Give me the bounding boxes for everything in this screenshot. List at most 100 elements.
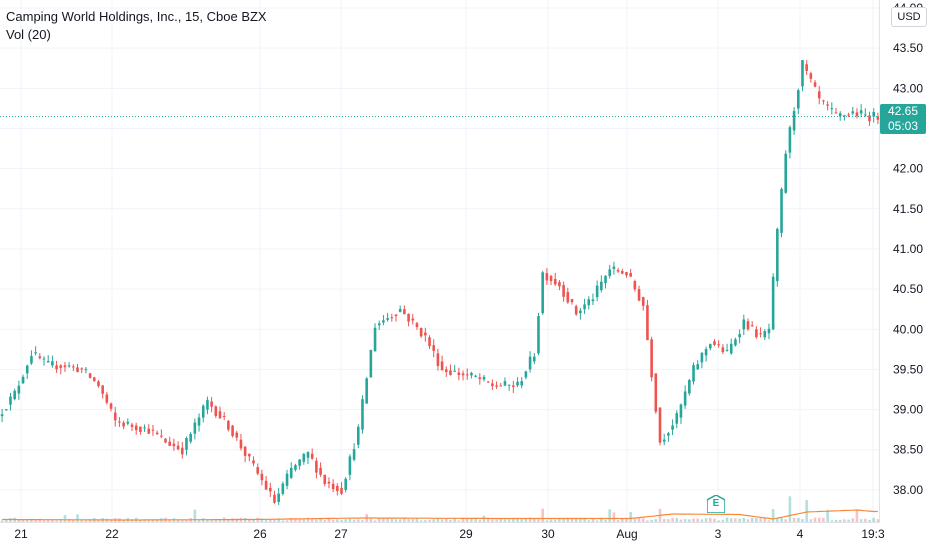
candle-body — [750, 325, 754, 327]
candle-body — [851, 111, 855, 114]
candle-body — [403, 309, 406, 315]
earnings-marker[interactable]: E — [706, 494, 726, 514]
currency-button[interactable]: USD — [891, 7, 927, 27]
candle-body — [482, 376, 486, 380]
volume-bar — [549, 519, 553, 522]
candle-body — [520, 381, 524, 386]
candle-body — [432, 345, 436, 351]
candle-body — [834, 112, 838, 114]
volume-bar — [805, 499, 808, 522]
volume-bar — [847, 519, 850, 522]
candle-body — [713, 341, 716, 345]
candle-body — [134, 425, 138, 431]
volume-bar — [470, 518, 473, 522]
candle-body — [792, 110, 796, 131]
candle-body — [440, 361, 444, 371]
candle-body — [361, 399, 364, 430]
volume-bar — [746, 519, 750, 522]
candle-body — [377, 323, 381, 326]
candle-body — [352, 449, 356, 460]
volume-bar — [474, 517, 477, 522]
candle-body — [847, 114, 850, 116]
candle-body — [80, 368, 84, 370]
volume-bar — [373, 520, 377, 522]
candle-body — [151, 429, 155, 431]
candle-body — [637, 289, 641, 301]
candle-body — [864, 114, 867, 116]
candle-body — [222, 415, 226, 417]
candle-body — [444, 369, 448, 372]
candle-body — [729, 343, 733, 354]
candle-body — [201, 405, 205, 418]
candle-body — [386, 318, 389, 320]
volume-bar — [268, 519, 272, 522]
volume-bar — [566, 517, 570, 522]
candle-body — [478, 377, 482, 380]
volume-bar — [771, 509, 775, 522]
volume-bar — [348, 517, 352, 522]
candle-body — [612, 266, 616, 270]
volume-bar — [457, 520, 461, 522]
candle-body — [76, 367, 79, 373]
volume-bar — [579, 517, 582, 522]
candle-body — [453, 370, 456, 372]
candle-body — [17, 385, 21, 394]
volume-bar — [507, 519, 511, 522]
candle-body — [373, 327, 377, 352]
candle-body — [382, 320, 385, 323]
candle-body — [155, 432, 159, 435]
volume-bar — [604, 519, 607, 522]
candle-body — [675, 413, 679, 424]
candle-body — [13, 390, 16, 400]
volume-ma-path — [2, 509, 878, 521]
candle-body — [143, 427, 146, 429]
volume-bar — [541, 508, 544, 522]
volume-bar — [302, 519, 306, 522]
candle-body — [197, 417, 201, 426]
volume-bar — [620, 518, 624, 522]
volume-bar — [394, 519, 398, 522]
candle-body — [683, 391, 687, 406]
candle-body — [579, 310, 582, 314]
time-tick-label: 26 — [253, 527, 267, 541]
candle-body — [788, 127, 792, 153]
candle-body — [771, 276, 775, 330]
earnings-label: E — [712, 498, 720, 509]
volume-indicator-label[interactable]: Vol (20) — [6, 27, 51, 42]
last-price-value: 42.65 — [887, 104, 919, 118]
volume-bar — [704, 518, 708, 522]
volume-bar — [725, 517, 729, 522]
volume-bar — [310, 519, 314, 522]
candle-body — [591, 299, 595, 302]
candle-body — [126, 421, 130, 424]
volume-bar — [729, 518, 733, 522]
candle-body — [583, 304, 586, 310]
candle-body — [101, 385, 104, 394]
candle-body — [97, 381, 100, 387]
volume-bar — [273, 519, 276, 522]
volume-bar — [553, 519, 557, 522]
volume-bar — [377, 517, 381, 522]
volume-bar — [139, 519, 142, 522]
volume-bar — [323, 519, 327, 522]
volume-bar — [319, 517, 322, 522]
candle-body — [160, 435, 163, 437]
candle-body — [486, 381, 490, 383]
volume-bar — [143, 520, 146, 522]
candle-body — [679, 404, 683, 418]
symbol-title[interactable]: Camping World Holdings, Inc., 15, Cboe B… — [6, 9, 267, 24]
candle-body — [570, 299, 574, 303]
volume-bar — [872, 517, 876, 522]
candle-body — [315, 460, 318, 473]
volume-bar — [248, 519, 251, 522]
candle-body — [55, 365, 58, 370]
volume-bar — [340, 520, 343, 522]
candle-body — [474, 375, 477, 377]
volume-bar — [361, 520, 364, 522]
volume-bar — [876, 519, 880, 522]
volume-bar — [168, 519, 172, 522]
volume-bar — [30, 518, 33, 522]
volume-bar — [432, 519, 436, 522]
candle-body — [776, 228, 779, 282]
